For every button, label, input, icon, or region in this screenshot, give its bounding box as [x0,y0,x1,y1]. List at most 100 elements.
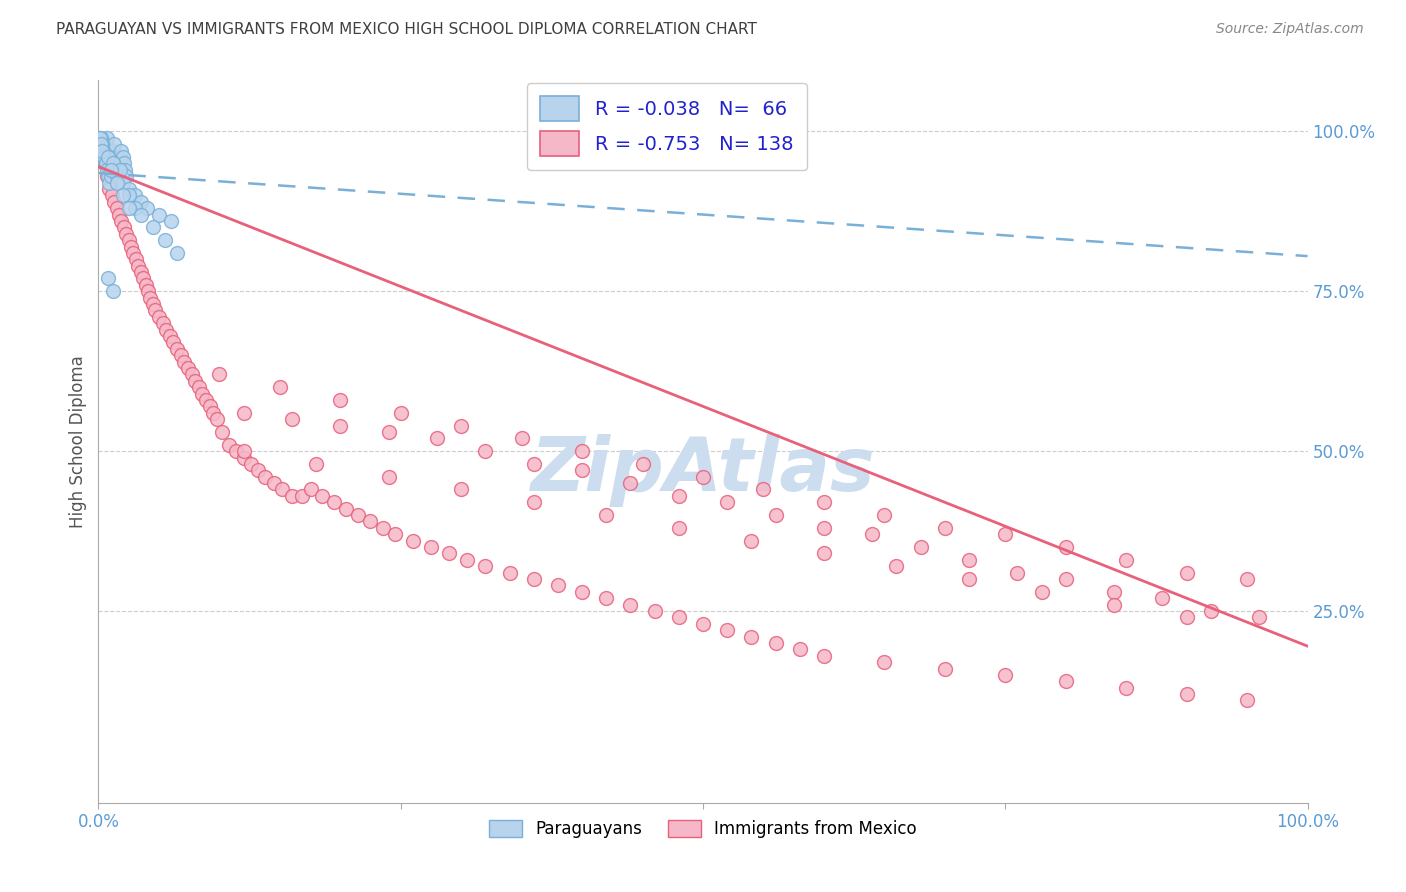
Point [347,508,370,522]
Point [118,201,141,215]
Point [668,489,690,503]
Point [108,156,131,170]
Point [1175,610,1198,624]
Point [198,400,221,414]
Point [93,144,115,158]
Text: Source: ZipAtlas.com: Source: ZipAtlas.com [1216,22,1364,37]
Point [474,559,496,574]
Point [111,188,134,202]
Point [166,342,188,356]
Point [97,150,120,164]
Point [692,616,714,631]
Point [1236,572,1258,586]
Point [93,156,115,170]
Point [89,131,111,145]
Point [143,303,166,318]
Point [160,214,183,228]
Point [281,489,304,503]
Point [115,169,138,184]
Point [813,546,835,560]
Point [100,162,122,177]
Point [97,150,120,164]
Point [105,201,128,215]
Point [474,444,496,458]
Point [269,380,291,394]
Point [91,137,114,152]
Point [910,540,932,554]
Point [105,150,128,164]
Point [211,425,233,439]
Point [1102,598,1125,612]
Point [752,483,775,497]
Point [103,137,125,152]
Point [91,144,114,158]
Point [263,476,285,491]
Point [232,444,254,458]
Point [1249,610,1271,624]
Point [371,521,394,535]
Point [148,208,170,222]
Point [1031,584,1053,599]
Point [1054,540,1077,554]
Point [377,425,399,439]
Point [110,214,132,228]
Point [129,194,152,209]
Point [129,265,152,279]
Point [1115,681,1137,695]
Point [456,553,478,567]
Point [98,182,121,196]
Point [299,483,322,497]
Point [98,176,121,190]
Point [377,469,399,483]
Point [311,489,333,503]
Point [1175,566,1198,580]
Point [169,348,191,362]
Point [112,220,135,235]
Point [118,188,141,202]
Point [93,150,115,164]
Point [305,457,328,471]
Point [91,144,114,158]
Point [91,150,114,164]
Point [426,431,449,445]
Point [1115,553,1137,567]
Point [98,162,121,177]
Point [437,546,460,560]
Point [1199,604,1222,618]
Point [90,137,112,152]
Point [115,227,138,241]
Point [136,285,159,299]
Point [329,392,352,407]
Point [886,559,908,574]
Point [232,406,254,420]
Point [335,501,357,516]
Point [571,463,593,477]
Point [108,208,131,222]
Point [202,406,225,420]
Point [668,610,690,624]
Point [100,169,122,184]
Point [789,642,811,657]
Point [152,316,174,330]
Point [619,476,641,491]
Point [101,156,124,170]
Point [105,176,128,190]
Point [127,259,149,273]
Point [450,418,472,433]
Point [765,508,787,522]
Point [104,156,127,170]
Point [523,495,546,509]
Point [205,412,228,426]
Point [740,533,762,548]
Point [644,604,666,618]
Point [100,162,122,177]
Point [100,188,122,202]
Point [360,515,382,529]
Point [323,495,346,509]
Point [100,162,122,177]
Point [90,131,112,145]
Point [159,329,181,343]
Point [218,438,240,452]
Point [135,277,157,292]
Point [94,137,117,152]
